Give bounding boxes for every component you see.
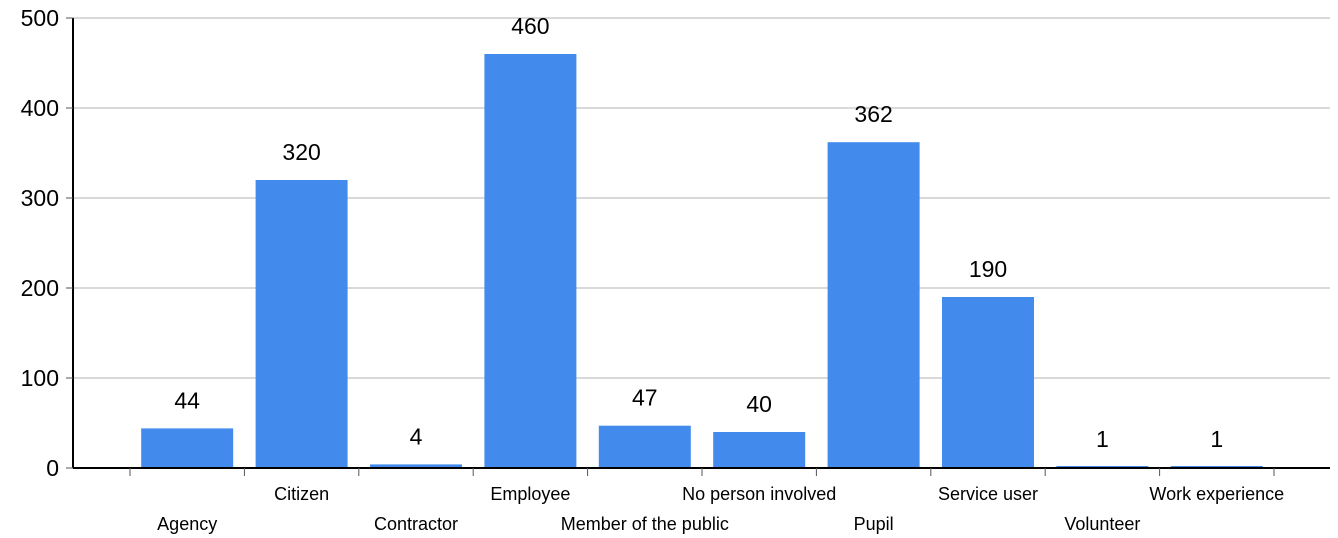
x-tick-label: Member of the public — [561, 514, 729, 534]
y-tick-label: 0 — [46, 455, 59, 481]
data-label: 320 — [282, 139, 320, 165]
data-label: 44 — [174, 387, 200, 413]
data-label: 1 — [1096, 426, 1109, 452]
x-axis-ticks: Agency Citizen Contractor Employee Member of… — [129, 468, 1284, 534]
bar — [141, 428, 234, 468]
y-tick-label: 300 — [21, 185, 59, 211]
x-tick-label: Pupil — [854, 514, 894, 534]
data-label: 1 — [1210, 426, 1223, 452]
x-tick-label: Service user — [938, 484, 1038, 504]
x-tick-label: Work experience — [1149, 484, 1284, 504]
data-label: 460 — [511, 13, 549, 39]
bar — [598, 425, 691, 468]
bar — [942, 297, 1034, 468]
data-labels: 44 320 4 460 47 40 362 190 1 1 — [174, 13, 1223, 452]
y-tick-label: 100 — [21, 365, 59, 391]
y-tick-label: 200 — [21, 275, 59, 301]
x-tick-label: Citizen — [274, 484, 329, 504]
bar — [255, 180, 348, 468]
x-tick-label: No person involved — [682, 484, 836, 504]
y-tick-label: 500 — [21, 5, 59, 31]
x-tick-label: Employee — [490, 484, 570, 504]
bar — [370, 464, 462, 468]
bars — [141, 54, 1263, 468]
x-tick-label: Volunteer — [1064, 514, 1140, 534]
x-tick-label: Agency — [157, 514, 217, 534]
data-label: 362 — [854, 101, 892, 127]
data-label: 47 — [632, 385, 658, 411]
x-tick-label: Contractor — [374, 514, 458, 534]
data-label: 190 — [969, 256, 1007, 282]
data-label: 4 — [410, 423, 423, 449]
data-label: 40 — [746, 391, 772, 417]
bar — [484, 54, 577, 468]
bar — [827, 142, 920, 468]
y-axis-ticks: 0 100 200 300 400 500 — [21, 5, 73, 481]
y-tick-label: 400 — [21, 95, 59, 121]
bar — [713, 432, 806, 468]
